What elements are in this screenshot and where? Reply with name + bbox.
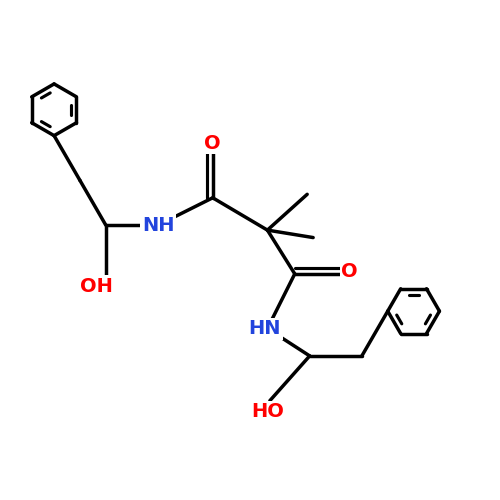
- Text: OH: OH: [80, 277, 114, 296]
- Text: HO: HO: [251, 402, 284, 421]
- Text: NH: NH: [142, 216, 174, 234]
- Text: O: O: [341, 262, 358, 281]
- Text: HN: HN: [248, 319, 281, 338]
- Text: O: O: [204, 134, 221, 152]
